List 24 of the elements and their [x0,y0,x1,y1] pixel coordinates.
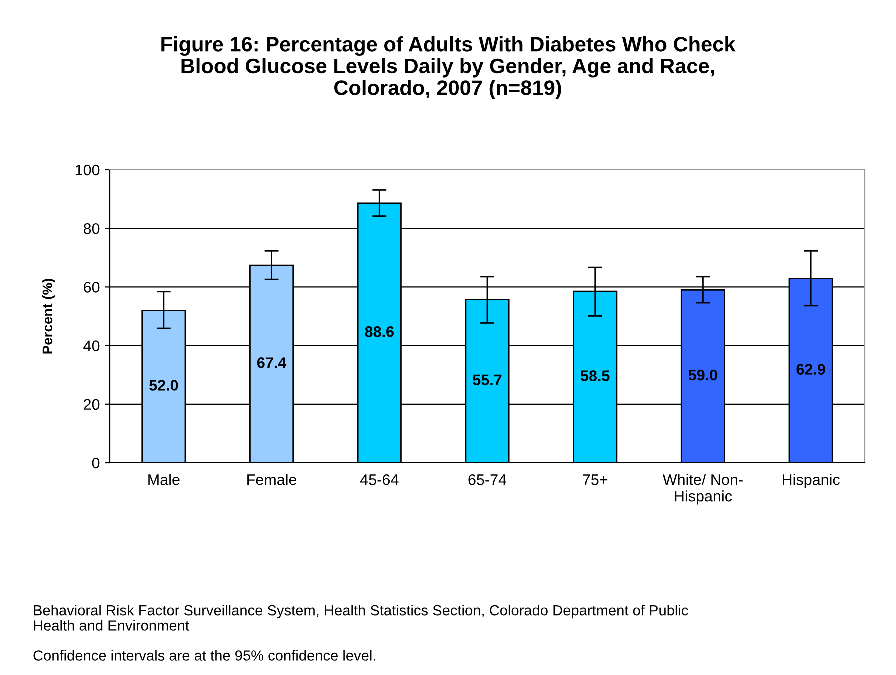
y-tick-label: 100 [76,164,100,176]
text: Confidence intervals are at the 95% confidence level. [34,650,376,661]
y-tick-label: 80 [84,223,100,234]
y-tick-label: 0 [92,458,100,469]
text: Behavioral Risk Factor Surveillance System, Health Statistics Section, Colorado Department of Public Health and Environment [34,605,688,631]
data-label: 59.0 [688,370,718,381]
data-label: 55.7 [473,374,502,386]
y-tick-label: 20 [84,399,100,410]
x-tick-label: 65-74 [468,474,507,486]
y-axis-title: Percent (%) [42,278,56,354]
data-label: 52.0 [150,380,178,391]
data-label: 67.4 [257,358,287,368]
y-tick-label: 40 [84,340,100,352]
x-tick-label: 75+ [583,474,608,486]
y-tick-label: 60 [84,282,100,293]
data-label: 58.5 [580,370,610,382]
data-label: 88.6 [365,326,394,338]
x-tick-label: White/ Non- Hispanic [662,474,743,505]
x-tick-label: Male [148,474,180,486]
chart-title: Figure 16: Percentage of Adults With Diabetes Who Check Blood Glucose Levels Daily by Gender, Age and Race, Colorado, 2007 (n=819) [162,36,736,100]
x-tick-label: 45-64 [360,474,399,486]
x-tick-label: Female [248,474,297,486]
x-tick-label: Hispanic [783,474,840,488]
data-label: 62.9 [796,364,826,375]
